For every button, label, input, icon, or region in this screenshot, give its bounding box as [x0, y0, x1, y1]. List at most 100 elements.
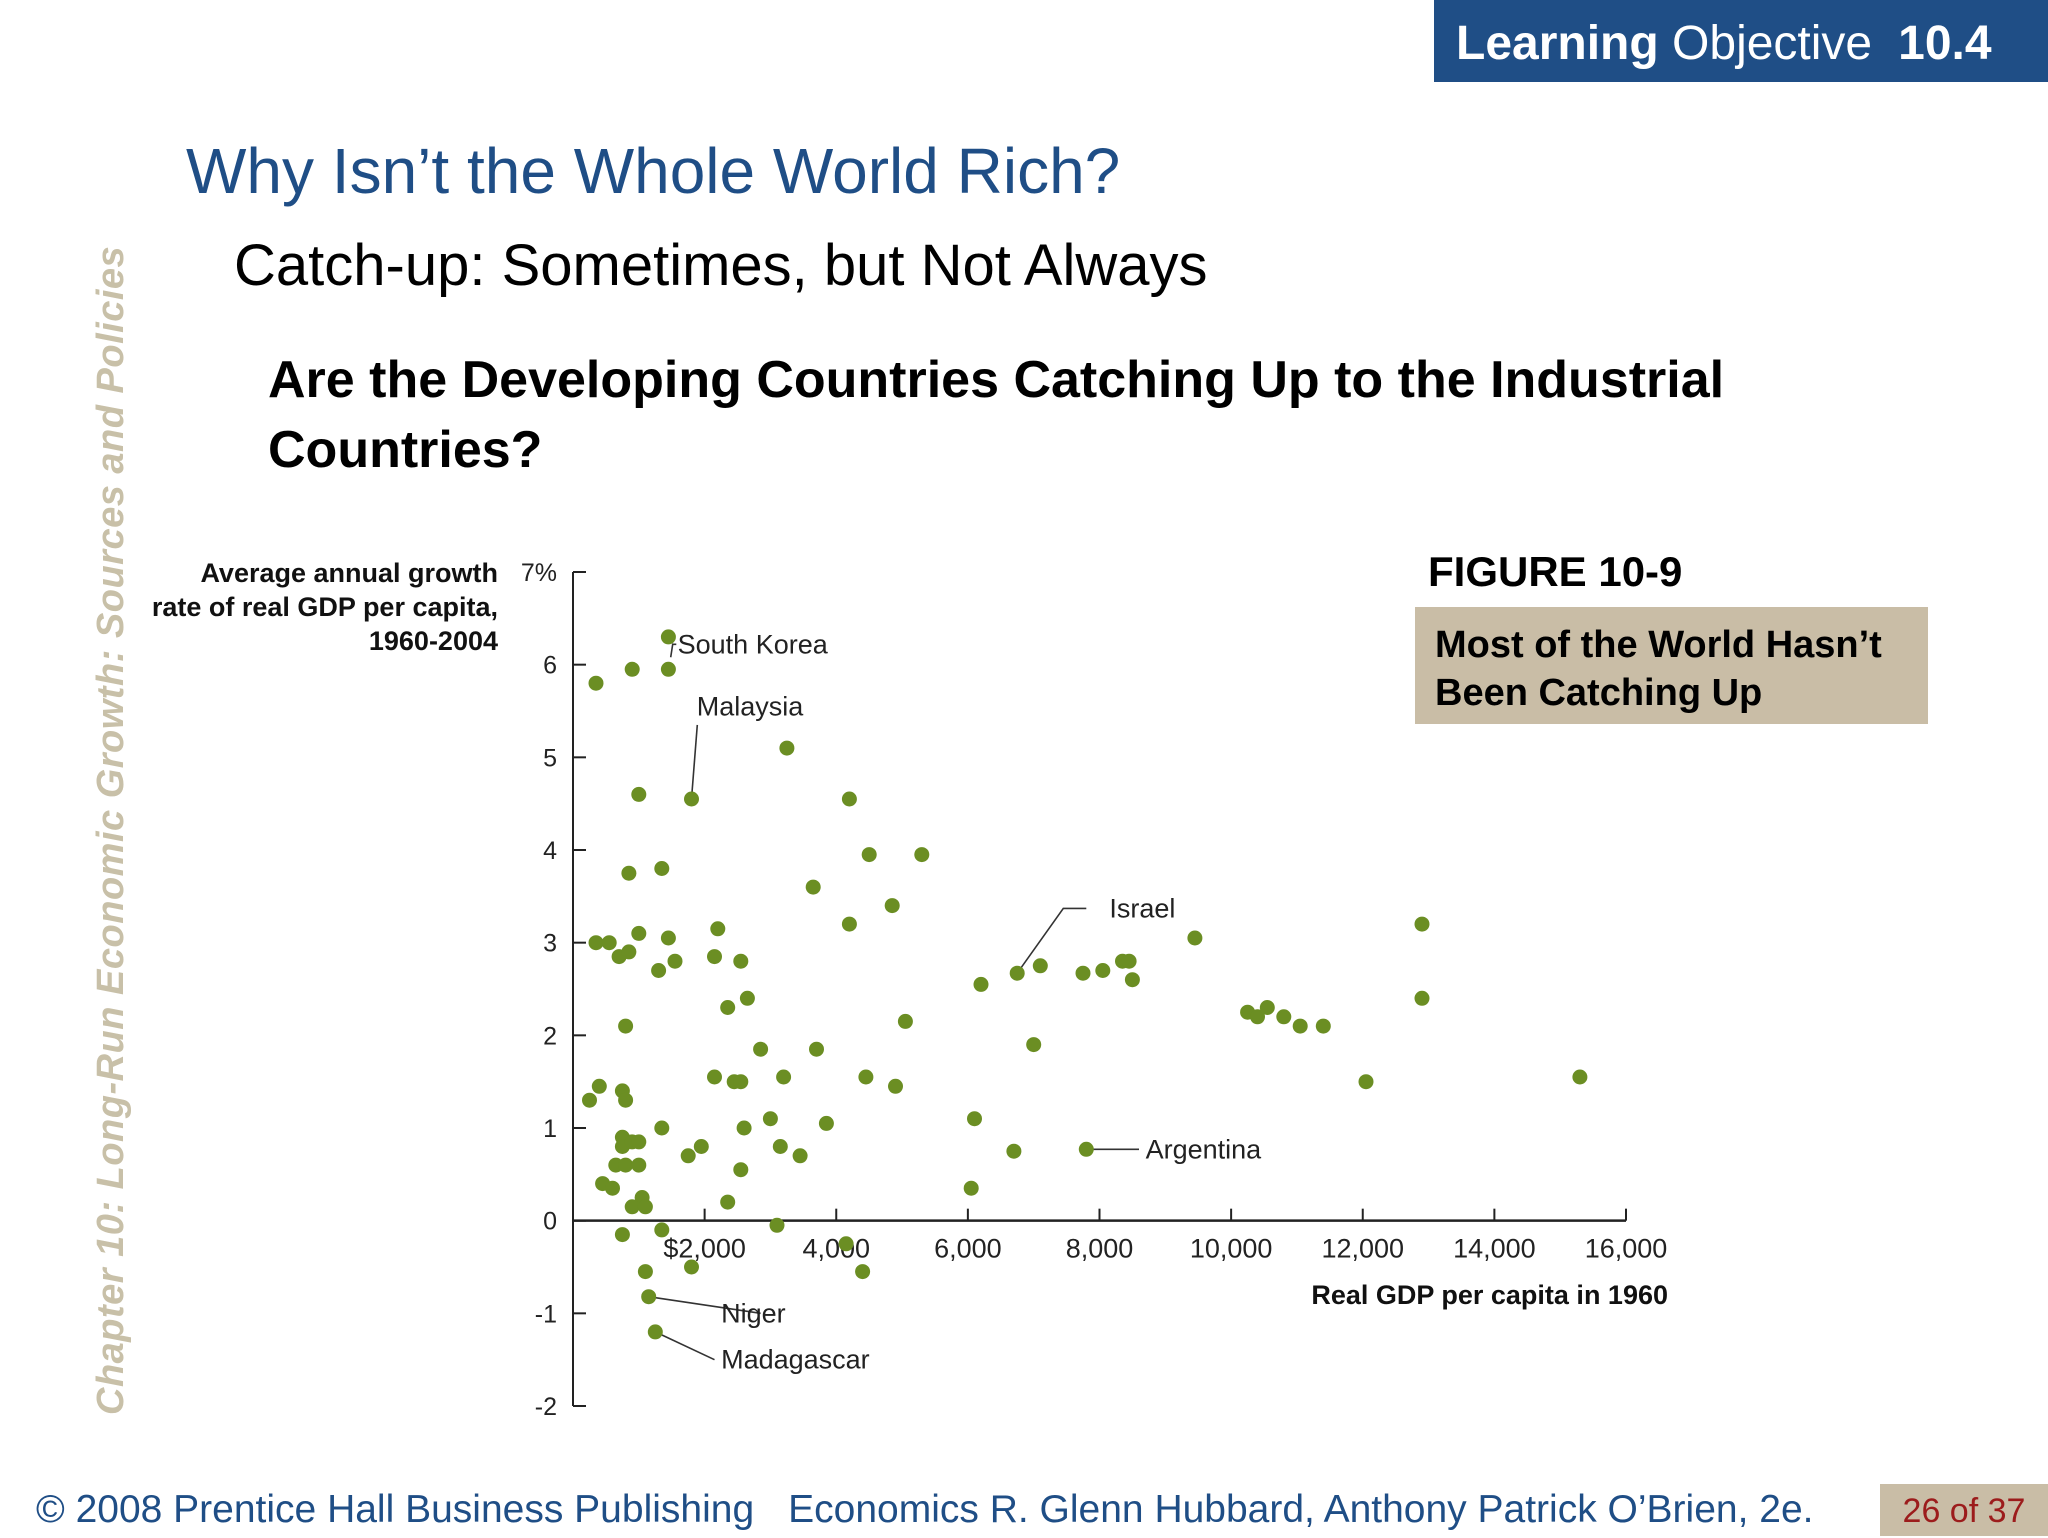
- data-point: [1032, 958, 1048, 974]
- data-point: [792, 1148, 808, 1164]
- page-number: 26 of 37: [1880, 1484, 2048, 1536]
- y-axis-label: Average annual growth rate of real GDP p…: [151, 558, 498, 656]
- x-tick-label: 8,000: [1066, 1234, 1134, 1264]
- slide-subtitle: Catch-up: Sometimes, but Not Always: [234, 233, 1208, 298]
- data-point: [637, 1199, 653, 1215]
- data-point: [588, 935, 604, 951]
- data-point: [654, 1120, 670, 1136]
- data-point: [1078, 1141, 1094, 1157]
- x-tick-label: 16,000: [1585, 1234, 1668, 1264]
- data-point: [641, 1289, 657, 1305]
- x-tick-label: 12,000: [1321, 1234, 1404, 1264]
- data-point: [720, 1000, 736, 1015]
- data-point: [621, 944, 637, 960]
- y-tick-label: 1: [543, 1115, 557, 1143]
- data-point: [733, 1162, 749, 1178]
- annotation-label: Niger: [721, 1298, 786, 1328]
- x-tick-label: 14,000: [1453, 1234, 1536, 1264]
- data-point: [601, 935, 617, 951]
- data-point: [582, 1092, 597, 1108]
- annotation-leader-line: [654, 1331, 715, 1361]
- data-point: [618, 1157, 634, 1173]
- annotation-leader-line: [690, 724, 699, 800]
- data-point: [739, 990, 755, 1006]
- data-point: [1187, 930, 1203, 946]
- data-point: [667, 953, 683, 969]
- banner-bold-text: Learning: [1456, 17, 1659, 70]
- learning-objective-banner: Learning Objective 10.4: [1434, 0, 2048, 82]
- data-point: [858, 1069, 874, 1085]
- data-point: [753, 1041, 769, 1057]
- data-point: [1121, 953, 1137, 969]
- y-tick-label: 2: [543, 1022, 557, 1050]
- data-point: [707, 1069, 722, 1085]
- y-tick-label: 6: [543, 652, 557, 680]
- data-point: [654, 861, 670, 876]
- figure-label: FIGURE 10-9: [1428, 548, 1683, 595]
- data-point: [1124, 972, 1140, 988]
- data-point: [973, 976, 989, 992]
- data-point: [855, 1264, 871, 1280]
- data-point: [884, 898, 900, 914]
- data-point: [769, 1217, 785, 1233]
- data-point: [618, 1018, 634, 1034]
- slide-title: Why Isn’t the Whole World Rich?: [186, 135, 1121, 207]
- y-tick-label: -1: [535, 1300, 557, 1328]
- data-point: [618, 1092, 634, 1108]
- data-point: [624, 1199, 640, 1215]
- data-point: [1009, 965, 1025, 981]
- data-point: [776, 1069, 792, 1085]
- data-point: [914, 847, 930, 863]
- data-point: [1572, 1069, 1588, 1085]
- annotation-leader-line: [648, 1295, 761, 1315]
- data-point: [841, 791, 857, 807]
- data-point: [1095, 963, 1111, 978]
- data-point: [809, 1041, 824, 1057]
- data-point: [654, 1222, 670, 1238]
- data-point: [1276, 1009, 1292, 1025]
- annotation-label: Israel: [1109, 893, 1175, 923]
- data-point: [631, 1157, 647, 1173]
- data-point: [1006, 1143, 1022, 1159]
- data-point: [684, 1259, 699, 1275]
- y-tick-label: -2: [535, 1393, 557, 1421]
- x-tick-label: 6,000: [934, 1234, 1002, 1264]
- footer: © 2008 Prentice Hall Business Publishing…: [36, 1488, 1813, 1532]
- data-point: [805, 879, 821, 895]
- data-point: [772, 1139, 788, 1154]
- data-point: [637, 1264, 653, 1280]
- y-tick-label: 5: [543, 744, 557, 772]
- data-point: [651, 963, 667, 978]
- data-point: [736, 1120, 752, 1136]
- data-point: [762, 1111, 778, 1127]
- data-point: [710, 921, 726, 937]
- data-point: [588, 675, 604, 691]
- data-point: [963, 1180, 979, 1196]
- data-point: [660, 629, 676, 645]
- data-point: [591, 1078, 607, 1094]
- data-point: [624, 661, 640, 677]
- y-tick-label: 4: [543, 837, 557, 865]
- data-point: [631, 1134, 647, 1150]
- data-point: [684, 791, 699, 807]
- data-point: [680, 1148, 696, 1164]
- data-point: [1250, 1009, 1265, 1025]
- x-axis-label: Real GDP per capita in 1960: [1311, 1280, 1668, 1310]
- banner-number: 10.4: [1898, 17, 1992, 70]
- data-point: [660, 930, 676, 946]
- slide-question: Are the Developing Countries Catching Up…: [268, 351, 1725, 479]
- x-tick-label: 4,000: [802, 1234, 870, 1264]
- data-point: [1292, 1018, 1308, 1034]
- data-point: [733, 1074, 749, 1090]
- annotation-leader-line: [1016, 907, 1087, 974]
- banner-text: Objective: [1672, 17, 1873, 70]
- data-point: [779, 740, 795, 756]
- data-point: [861, 847, 877, 863]
- data-point: [660, 661, 676, 677]
- data-point: [605, 1180, 620, 1196]
- data-point: [693, 1139, 709, 1154]
- annotation-label: Argentina: [1146, 1134, 1263, 1164]
- y-tick-label: 3: [543, 930, 557, 958]
- data-point: [1315, 1018, 1331, 1034]
- figure-caption: Most of the World Hasn’t Been Catching U…: [1415, 607, 1928, 724]
